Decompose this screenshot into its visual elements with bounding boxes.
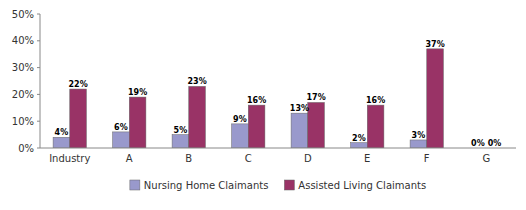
data-label: 6% bbox=[114, 123, 128, 132]
legend-swatch bbox=[130, 180, 140, 190]
bar bbox=[53, 137, 70, 148]
data-labels: 4% 6% 5% 9% 13% 2% 3% 0% 22% 19% 23% 16% 17% 16% 37% 0% bbox=[55, 40, 502, 148]
y-tick-label: 30% bbox=[12, 62, 34, 73]
bar bbox=[113, 132, 130, 148]
x-tick-label: F bbox=[424, 153, 430, 164]
data-label: 9% bbox=[233, 115, 247, 124]
bar bbox=[70, 89, 87, 148]
bar bbox=[427, 49, 444, 148]
data-label: 23% bbox=[188, 77, 207, 86]
y-tick-label: 50% bbox=[12, 9, 34, 20]
y-tick bbox=[37, 14, 40, 15]
y-tick bbox=[37, 40, 40, 41]
x-axis-line bbox=[40, 148, 516, 149]
legend-label: Assisted Living Claimants bbox=[298, 180, 426, 191]
bar bbox=[248, 105, 265, 148]
data-label: 16% bbox=[366, 96, 385, 105]
data-label: 37% bbox=[426, 40, 445, 49]
y-tick bbox=[37, 148, 40, 149]
bar bbox=[308, 102, 325, 148]
bar bbox=[291, 113, 308, 148]
bar bbox=[367, 105, 384, 148]
x-tick-label: B bbox=[185, 153, 192, 164]
x-tick-label: A bbox=[126, 153, 133, 164]
y-tick-label: 20% bbox=[12, 89, 34, 100]
data-label: 13% bbox=[290, 104, 309, 113]
data-label: 0% bbox=[488, 139, 502, 148]
data-label: 2% bbox=[352, 134, 366, 143]
x-tick-label: D bbox=[304, 153, 312, 164]
bar bbox=[232, 124, 249, 148]
y-tick-label: 10% bbox=[12, 116, 34, 127]
data-label: 19% bbox=[128, 88, 147, 97]
legend-label: Nursing Home Claimants bbox=[144, 180, 269, 191]
bars bbox=[53, 49, 443, 148]
data-label: 0% bbox=[471, 139, 485, 148]
y-tick-label: 0% bbox=[18, 143, 34, 154]
y-tick bbox=[37, 67, 40, 68]
bar bbox=[129, 97, 146, 148]
y-tick bbox=[37, 94, 40, 95]
data-label: 22% bbox=[69, 80, 88, 89]
bar bbox=[172, 135, 189, 148]
data-label: 3% bbox=[412, 131, 426, 140]
legend: Nursing Home Claimants Assisted Living Cl… bbox=[130, 180, 426, 191]
y-axis-line bbox=[40, 14, 41, 148]
x-tick-label: C bbox=[245, 153, 252, 164]
bar bbox=[410, 140, 427, 148]
chart-container: 4% 6% 5% 9% 13% 2% 3% 0% 22% 19% 23% 16% 17% 16% 37% 0%… bbox=[0, 0, 526, 210]
x-tick-label: E bbox=[364, 153, 370, 164]
bar bbox=[189, 86, 206, 148]
x-tick-label: Industry bbox=[49, 153, 90, 164]
data-label: 4% bbox=[55, 128, 69, 137]
legend-swatch bbox=[284, 180, 294, 190]
bar bbox=[351, 143, 368, 148]
data-label: 5% bbox=[174, 126, 188, 135]
chart: 4% 6% 5% 9% 13% 2% 3% 0% 22% 19% 23% 16% 17% 16% 37% 0%… bbox=[0, 0, 526, 210]
data-label: 16% bbox=[247, 96, 266, 105]
y-tick bbox=[37, 121, 40, 122]
x-tick-label: G bbox=[482, 153, 490, 164]
data-label: 17% bbox=[307, 93, 326, 102]
y-tick-label: 40% bbox=[12, 35, 34, 46]
